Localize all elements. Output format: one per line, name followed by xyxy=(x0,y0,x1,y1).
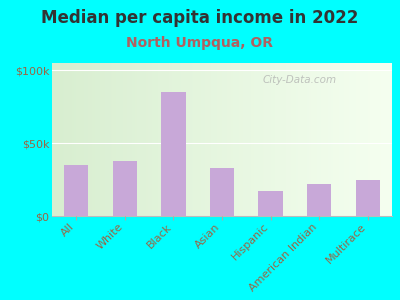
Bar xyxy=(307,184,331,216)
Bar xyxy=(64,165,88,216)
Bar xyxy=(113,160,137,216)
Text: Median per capita income in 2022: Median per capita income in 2022 xyxy=(41,9,359,27)
Text: City-Data.com: City-Data.com xyxy=(263,75,337,85)
Bar xyxy=(258,191,283,216)
Bar xyxy=(210,168,234,216)
Text: North Umpqua, OR: North Umpqua, OR xyxy=(126,36,274,50)
Bar xyxy=(356,180,380,216)
Bar xyxy=(161,92,186,216)
